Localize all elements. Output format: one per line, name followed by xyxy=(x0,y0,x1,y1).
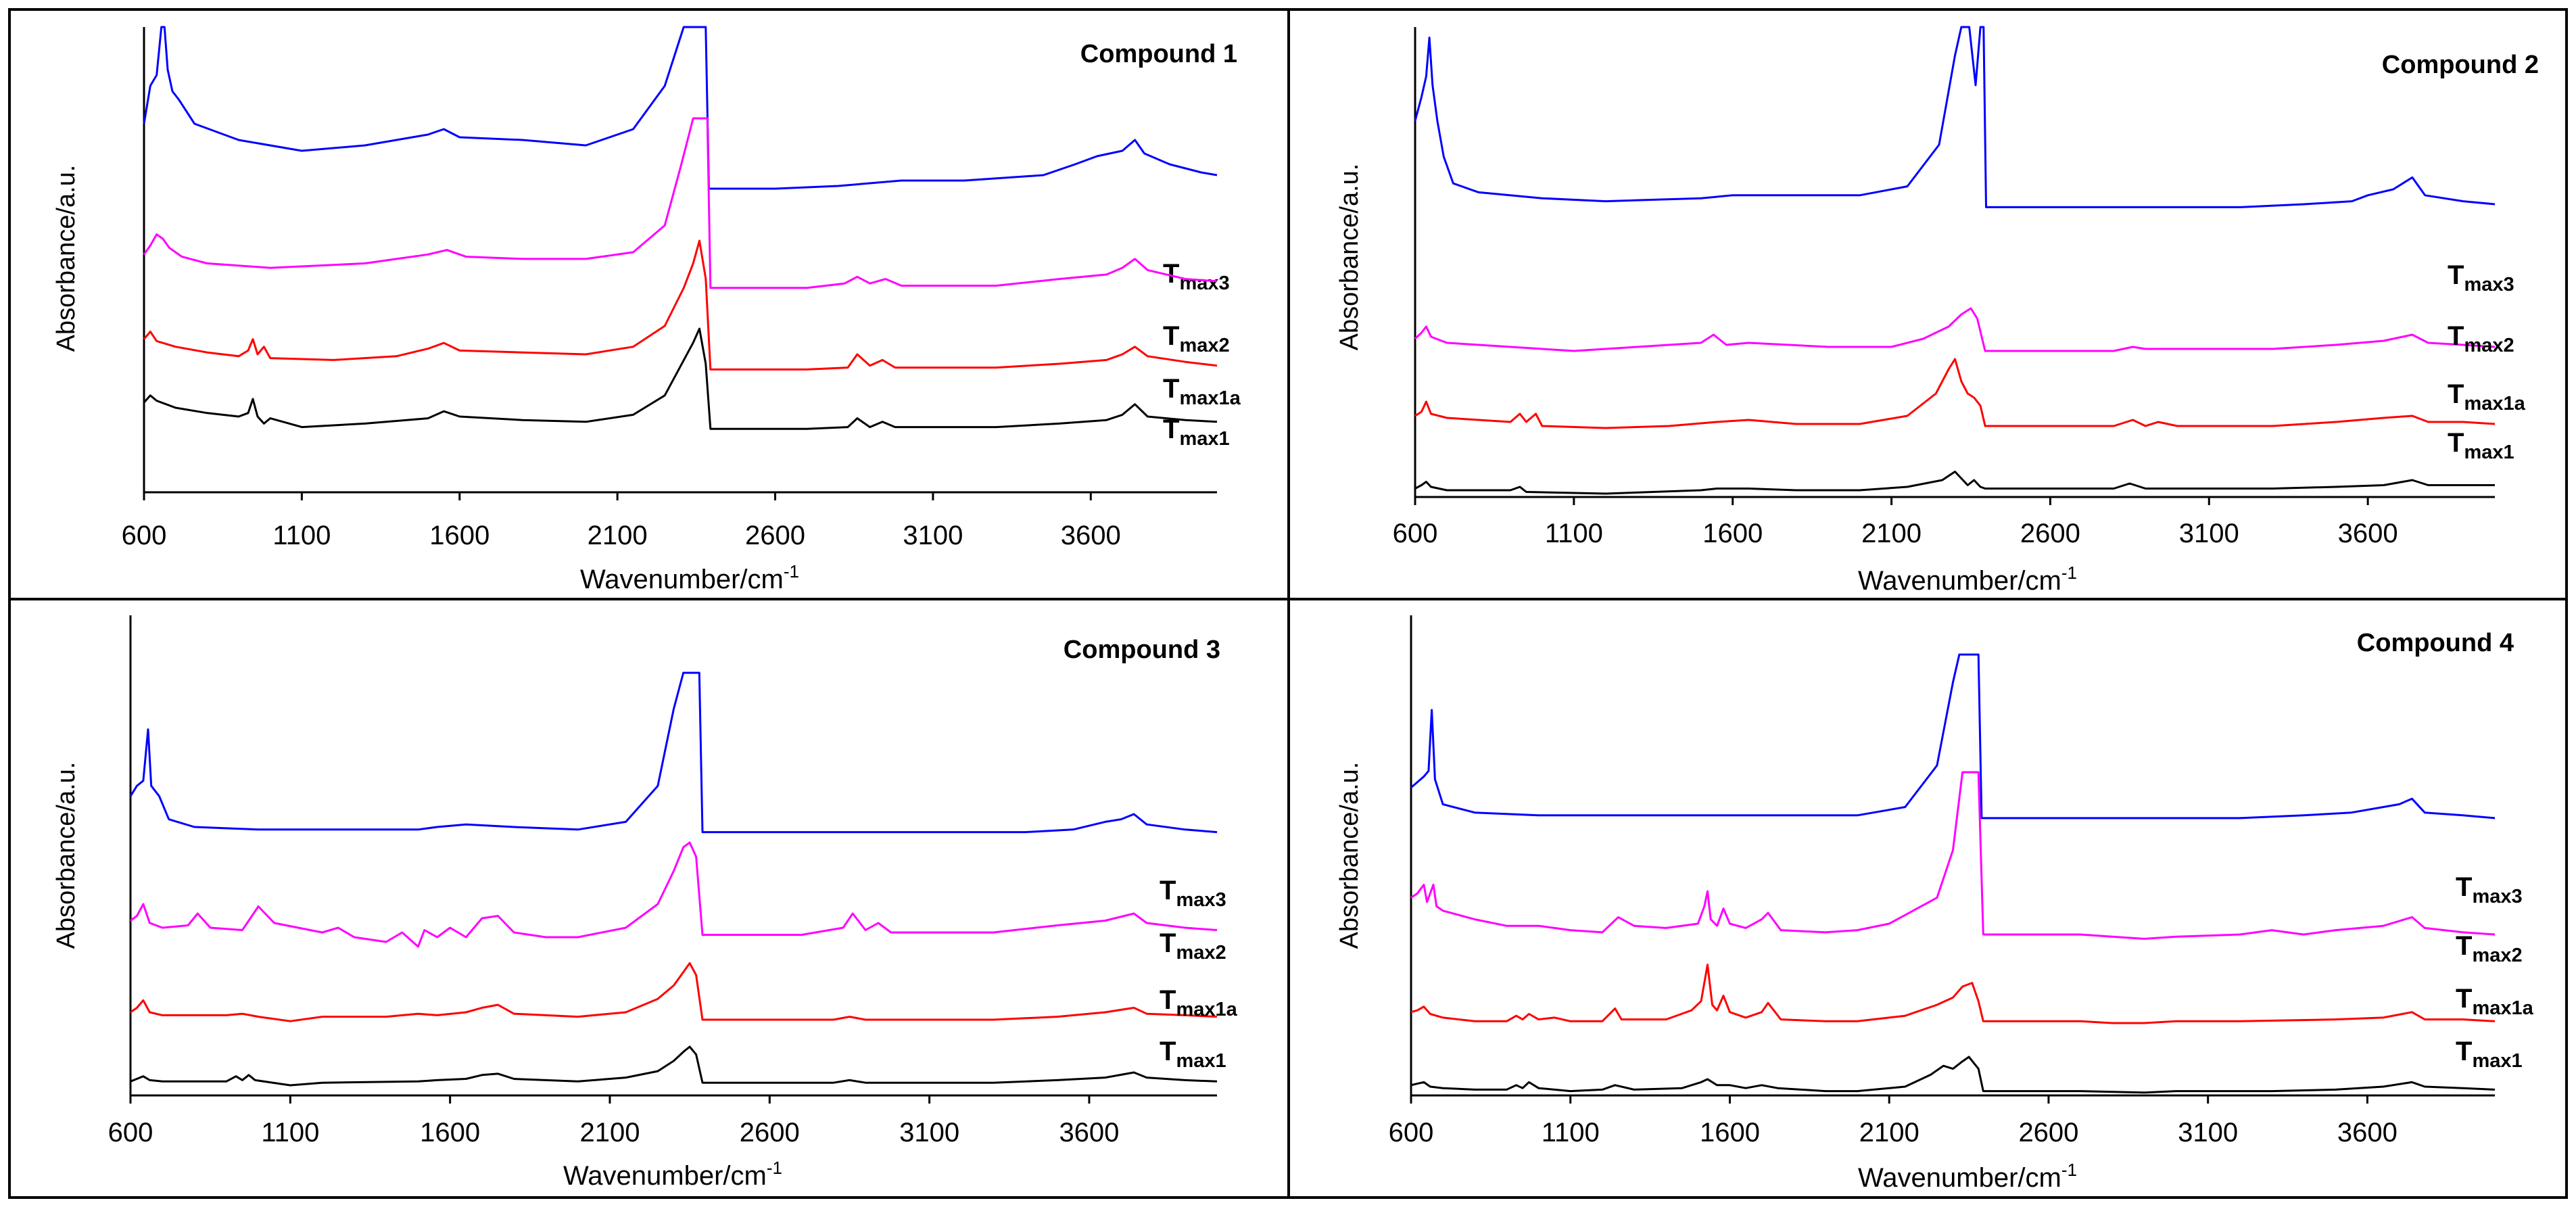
x-tick-label-2600: 2600 xyxy=(745,521,805,550)
x-tick-label-3100: 3100 xyxy=(903,521,963,550)
series-line-tmax3 xyxy=(129,671,1218,834)
x-axis-label: Wavenumber/cm-1 xyxy=(563,1158,782,1191)
x-tick-label-2100: 2100 xyxy=(588,521,648,550)
panel-title: Compound 2 xyxy=(2382,51,2539,79)
x-axis-label: Wavenumber/cm-1 xyxy=(580,561,799,594)
series-label-tmax3: Tmax3 xyxy=(2456,872,2523,907)
series-line-tmax1a xyxy=(143,239,1218,371)
series-label-tmax1: Tmax1 xyxy=(1163,415,1230,450)
x-tick-label-1600: 1600 xyxy=(1700,1118,1760,1147)
x-tick-label-3600: 3600 xyxy=(2338,519,2398,548)
y-axis-label: Absorbance/a.u. xyxy=(52,165,80,352)
x-tick-label-1100: 1100 xyxy=(272,521,331,550)
x-tick-label-2600: 2600 xyxy=(740,1118,800,1147)
series-label-tmax1a: Tmax1a xyxy=(1163,374,1241,409)
series-line-tmax1a xyxy=(1410,964,2496,1024)
series-line-tmax1 xyxy=(143,327,1218,430)
x-tick-label-1100: 1100 xyxy=(261,1118,319,1147)
panel-title: Compound 3 xyxy=(1064,636,1220,664)
panel-compound-3: Compound 3 Absorbance/a.u. Wavenumber/cm… xyxy=(52,615,1238,1191)
y-axis-label: Absorbance/a.u. xyxy=(1335,164,1364,351)
series-line-tmax1a xyxy=(130,962,1218,1022)
series-label-tmax1: Tmax1 xyxy=(2456,1037,2523,1072)
panel-title: Compound 1 xyxy=(1080,40,1237,68)
x-tick-label-1600: 1600 xyxy=(420,1118,480,1147)
x-axis-label: Wavenumber/cm-1 xyxy=(1858,563,2077,596)
series-line-tmax3 xyxy=(1414,26,2496,208)
series-line-tmax2 xyxy=(1410,771,2496,940)
series-line-tmax3 xyxy=(143,26,1218,190)
panel-frame-compound-4 xyxy=(1287,598,2568,1199)
x-tick-label-600: 600 xyxy=(122,521,167,550)
x-axis-label: Wavenumber/cm-1 xyxy=(1858,1160,2077,1193)
x-tick-label-1600: 1600 xyxy=(1702,519,1763,548)
series-line-tmax1 xyxy=(1410,1056,2496,1094)
series-label-tmax2: Tmax2 xyxy=(2456,931,2523,966)
series-label-tmax1a: Tmax1a xyxy=(2456,984,2534,1019)
series-label-tmax1: Tmax1 xyxy=(2448,428,2514,463)
x-tick-label-3100: 3100 xyxy=(2178,1118,2238,1147)
series-line-tmax2 xyxy=(143,117,1218,289)
x-tick-label-3600: 3600 xyxy=(1059,1118,1119,1147)
series-label-tmax2: Tmax2 xyxy=(1163,321,1230,356)
series-line-tmax1a xyxy=(1414,358,2496,429)
x-tick-label-2600: 2600 xyxy=(2020,519,2080,548)
series-label-tmax1: Tmax1 xyxy=(1160,1037,1226,1072)
series-label-tmax2: Tmax2 xyxy=(1160,928,1226,964)
x-tick-label-2100: 2100 xyxy=(1861,519,1922,548)
y-axis-label: Absorbance/a.u. xyxy=(1335,762,1364,949)
x-tick-label-3600: 3600 xyxy=(1061,521,1121,550)
series-label-tmax3: Tmax3 xyxy=(2448,260,2514,295)
x-tick-label-2600: 2600 xyxy=(2018,1118,2078,1147)
series-label-tmax1a: Tmax1a xyxy=(2448,379,2526,415)
series-label-tmax2: Tmax2 xyxy=(2448,321,2514,356)
x-tick-label-3100: 3100 xyxy=(899,1118,959,1147)
x-tick-label-1600: 1600 xyxy=(429,521,490,550)
x-tick-label-600: 600 xyxy=(1393,519,1438,548)
panel-title: Compound 4 xyxy=(2357,629,2514,657)
series-line-tmax2 xyxy=(1414,307,2496,352)
series-label-tmax3: Tmax3 xyxy=(1160,876,1226,911)
series-line-tmax3 xyxy=(1410,653,2496,820)
x-tick-label-3600: 3600 xyxy=(2337,1118,2398,1147)
x-tick-label-600: 600 xyxy=(1389,1118,1434,1147)
x-tick-label-3100: 3100 xyxy=(2179,519,2239,548)
x-tick-label-1100: 1100 xyxy=(1545,519,1603,548)
x-tick-label-2100: 2100 xyxy=(579,1118,640,1147)
panel-compound-1: Compound 1 Absorbance/a.u. Wavenumber/cm… xyxy=(52,26,1241,594)
series-label-tmax1a: Tmax1a xyxy=(1160,985,1238,1020)
panel-compound-4: Compound 4 Absorbance/a.u. Wavenumber/cm… xyxy=(1335,615,2534,1193)
x-tick-label-600: 600 xyxy=(108,1118,153,1147)
panel-compound-2: Compound 2 Absorbance/a.u. Wavenumber/cm… xyxy=(1335,26,2539,596)
y-axis-label: Absorbance/a.u. xyxy=(52,762,80,949)
x-tick-label-1100: 1100 xyxy=(1542,1118,1600,1147)
series-line-tmax1 xyxy=(130,1045,1218,1087)
x-tick-label-2100: 2100 xyxy=(1859,1118,1919,1147)
series-line-tmax1 xyxy=(1414,471,2495,495)
series-line-tmax2 xyxy=(130,841,1218,948)
